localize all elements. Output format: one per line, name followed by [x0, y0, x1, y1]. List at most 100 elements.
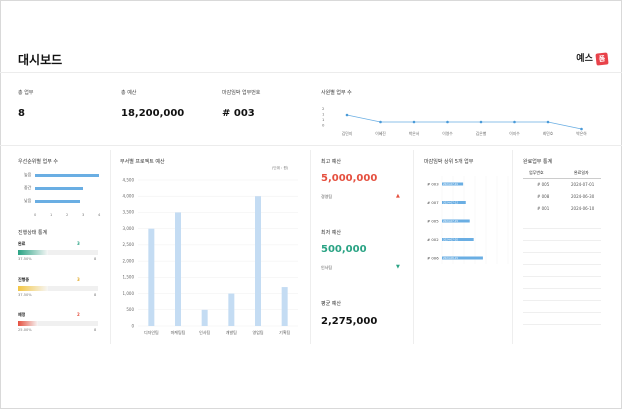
progress-item-planned: 예정 2 25.00% 8 — [18, 312, 102, 336]
max-budget-label: 최고 예산 — [321, 159, 341, 165]
logo-text: 예스 — [576, 54, 593, 64]
user-tasks-title: 사원별 업무 수 — [321, 90, 352, 96]
progress-fill — [18, 321, 38, 326]
priority-xtick: 2 — [66, 213, 69, 217]
table-row-id[interactable]: # 008 — [537, 194, 550, 199]
completed-title: 완료업무 통계 — [523, 159, 553, 165]
deadline-task-id: # 006 — [427, 256, 439, 261]
dept-budget-bar[interactable] — [255, 196, 261, 326]
priority-label-mid: 중간 — [24, 185, 32, 190]
deadline-task-id: # 003 — [427, 182, 439, 187]
table-row-divider — [523, 312, 601, 313]
dept-budget-bar[interactable] — [175, 212, 181, 326]
deadline-bar[interactable] — [442, 182, 464, 186]
arrow-down-icon: ▼ — [396, 264, 400, 270]
user-tasks-point[interactable] — [513, 120, 516, 124]
deadline-bar-label: 2024-07-01 — [443, 182, 458, 186]
avg-budget-label: 평균 예산 — [321, 301, 341, 307]
progress-item-done: 완료 3 37.50% 8 — [18, 241, 102, 265]
user-tasks-point[interactable] — [479, 120, 483, 124]
dept-budget-title: 부서별 프로젝트 예산 — [120, 159, 165, 165]
kpi-value-total-budget: 18,200,000 — [121, 108, 185, 119]
table-row-date[interactable]: 2024-06-30 — [571, 194, 595, 199]
progress-track — [18, 250, 98, 255]
user-tasks-point[interactable] — [580, 127, 583, 131]
table-row-date[interactable]: 2024-06-10 — [571, 206, 595, 211]
user-tasks-xlabel: 김민지 — [342, 131, 352, 136]
dept-budget-bar[interactable] — [228, 293, 235, 326]
max-budget-value: 5,000,000 — [321, 173, 378, 184]
progress-fill — [18, 250, 48, 255]
dept-budget-bar[interactable] — [201, 309, 208, 326]
user-tasks-xlabel: 이혜진 — [375, 131, 386, 136]
dept-budget-bar-chart: 4,500 4,000 3,500 3,000 2,500 2,000 1,500 1,000… — [123, 177, 298, 335]
arrow-up-icon: ▲ — [396, 193, 400, 199]
deadline-bar[interactable] — [442, 201, 466, 204]
user-tasks-point[interactable] — [412, 120, 416, 124]
completed-header-id: 업무번호 — [529, 170, 544, 175]
table-row-date[interactable]: 2024-07-01 — [571, 182, 595, 187]
table-row-id[interactable]: # 001 — [537, 206, 550, 211]
kpi-value-total-tasks: 8 — [18, 108, 25, 119]
priority-bar-chart: 높음 중간 낮음 0 1 2 3 4 — [18, 172, 108, 222]
dept-budget-bar[interactable] — [148, 228, 155, 326]
dept-budget-ytick: 1,500 — [123, 275, 135, 280]
progress-max: 8 — [94, 293, 97, 297]
progress-title: 진행상태 통계 — [18, 230, 48, 236]
dept-budget-ytick: 4,000 — [123, 194, 135, 199]
user-tasks-xlabel: 박은서 — [409, 131, 420, 136]
col-divider-2 — [310, 150, 311, 344]
dept-budget-ytick: 3,000 — [123, 226, 135, 231]
table-row-divider — [523, 264, 601, 265]
user-tasks-xlabel: 최민호 — [543, 131, 554, 136]
user-tasks-point[interactable] — [446, 120, 449, 124]
deadline-bar[interactable] — [442, 219, 470, 223]
user-tasks-point[interactable] — [379, 120, 382, 124]
priority-bar-mid — [35, 187, 83, 190]
priority-bar-low — [35, 200, 80, 203]
dept-budget-bar[interactable] — [281, 287, 288, 326]
min-budget-label: 최저 예산 — [321, 230, 341, 236]
table-row-divider — [523, 228, 601, 229]
progress-percent: 37.50% — [18, 257, 32, 261]
table-row-id[interactable]: # 005 — [537, 182, 550, 187]
priority-xtick: 4 — [98, 213, 101, 217]
kpi-label-total-tasks: 총 업무 — [18, 90, 34, 96]
dept-budget-xlabel: 디자인팀 — [144, 329, 159, 335]
progress-count: 2 — [77, 312, 80, 317]
deadline-bar-label: 2024-07-20 — [443, 238, 458, 242]
kpi-label-deadline-task: 마감임박 업무번호 — [222, 90, 261, 96]
min-budget-value: 500,000 — [321, 244, 367, 255]
priority-label-high: 높음 — [24, 172, 32, 177]
dept-budget-xlabel: 마케팅팀 — [171, 329, 186, 335]
user-tasks-point[interactable] — [546, 120, 550, 124]
min-budget-team: 인사팀 — [321, 265, 333, 270]
progress-max: 8 — [94, 328, 97, 332]
deadline-title: 마감임박 상위 5개 업무 — [424, 159, 474, 165]
deadline-bar-label: 2024-07-12 — [443, 201, 458, 205]
progress-track — [18, 286, 98, 291]
progress-item-inprogress: 진행중 3 37.50% 8 — [18, 277, 102, 301]
user-tasks-ytick: 0 — [322, 123, 325, 128]
completed-header-date: 완료일자 — [574, 170, 589, 175]
progress-label: 완료 — [18, 241, 26, 246]
dept-budget-ytick: 4,500 — [123, 177, 135, 182]
avg-budget-value: 2,275,000 — [321, 316, 378, 327]
dept-budget-ytick: 0 — [131, 323, 134, 328]
dept-budget-ytick: 500 — [126, 307, 134, 312]
dept-budget-unit: (단위 : 원) — [272, 166, 289, 170]
user-tasks-ytick: 1 — [322, 117, 325, 122]
table-row-divider — [523, 252, 601, 253]
progress-label: 예정 — [18, 312, 26, 317]
brand-logo[interactable]: 예스 폼 — [576, 51, 609, 66]
progress-count: 3 — [77, 241, 80, 246]
priority-title: 우선순위별 업무 수 — [18, 159, 58, 165]
kpi-value-deadline-task: # 003 — [222, 108, 255, 119]
deadline-bar[interactable] — [442, 256, 483, 260]
user-tasks-point[interactable] — [345, 113, 349, 117]
table-row-divider — [523, 288, 601, 289]
kpi-label-total-budget: 총 예산 — [121, 90, 137, 96]
user-tasks-xlabel: 박은하 — [576, 131, 587, 136]
deadline-bar[interactable] — [442, 238, 474, 241]
